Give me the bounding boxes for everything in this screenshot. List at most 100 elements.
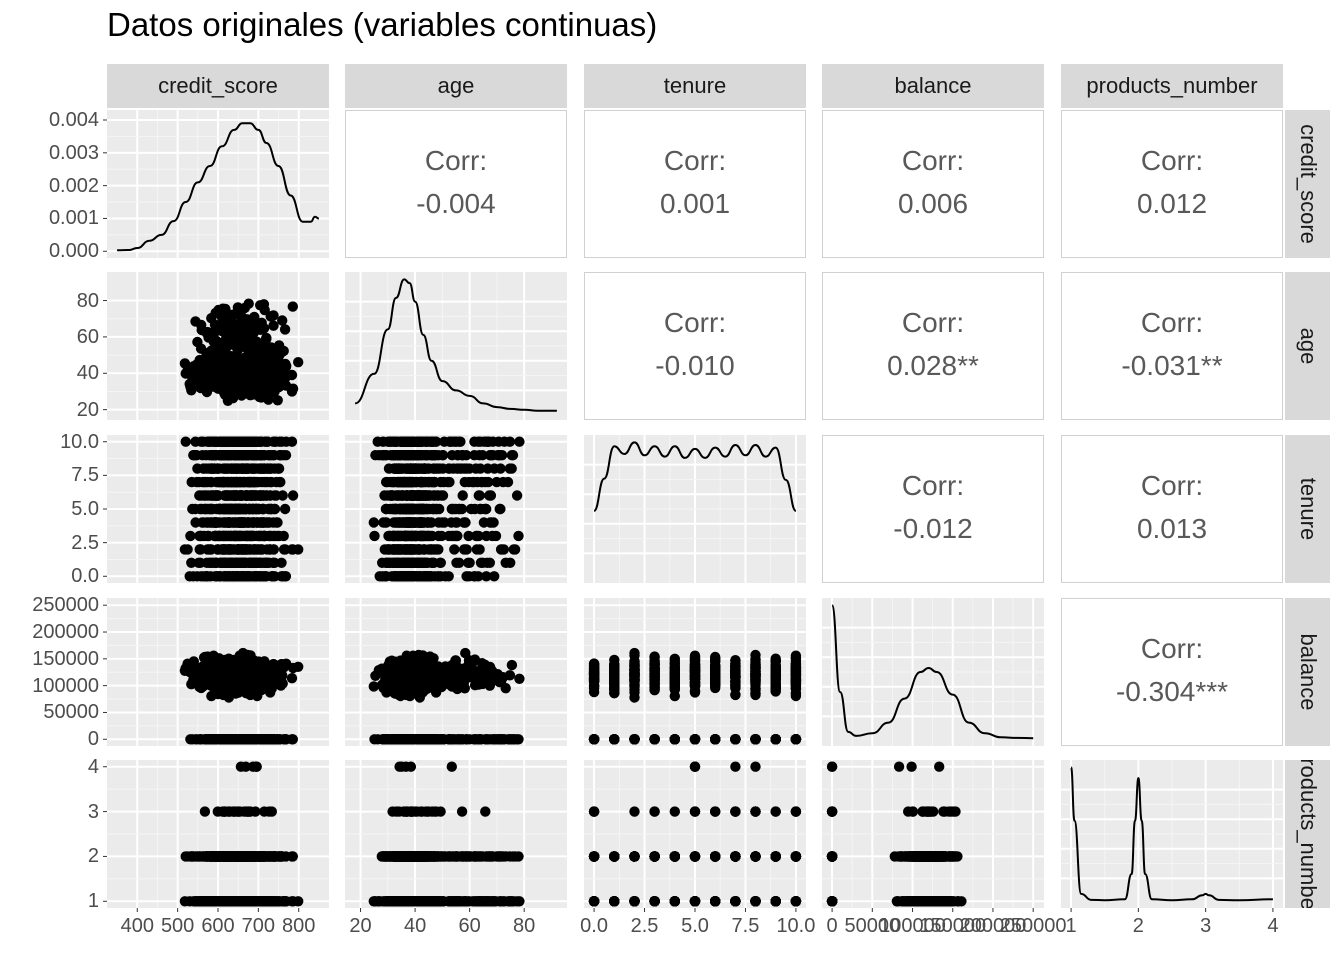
scatter-point <box>205 734 216 745</box>
scatter-point <box>233 503 244 515</box>
row-strip-products_number: roducts_numbe <box>1285 760 1330 908</box>
scatter-point <box>506 659 518 671</box>
scatter-point <box>499 436 510 447</box>
scatter-point <box>198 463 209 474</box>
scatter-point <box>444 476 455 488</box>
scatter-point <box>368 517 379 528</box>
scatter-point <box>496 450 508 461</box>
scatter-point <box>369 530 380 542</box>
corr-panel-credit_score-products_number: Corr: 0.012 <box>1061 110 1283 258</box>
scatter-point <box>477 557 488 568</box>
scatter-point <box>229 463 240 474</box>
scatter-point <box>258 299 270 310</box>
scatter-panel-balance-vs-age <box>345 598 567 746</box>
scatter-points <box>179 298 304 406</box>
scatter-point <box>216 338 228 350</box>
scatter-point <box>233 678 244 690</box>
scatter-point <box>205 544 216 555</box>
scatter-point <box>446 450 458 461</box>
scatter-point <box>381 476 392 488</box>
scatter-point <box>217 557 229 568</box>
scatter-point <box>204 503 215 515</box>
scatter-point <box>456 503 468 515</box>
scatter-point <box>478 436 490 447</box>
scatter-point <box>258 517 269 528</box>
density-panel-products_number <box>1061 760 1283 908</box>
corr-value: 0.028** <box>887 350 979 381</box>
scatter-point <box>277 315 288 326</box>
scatter-point <box>252 436 264 447</box>
column-strip-products_number: products_number <box>1061 64 1283 108</box>
scatter-point <box>227 380 239 391</box>
scatter-point <box>287 490 299 501</box>
scatter-point <box>388 571 400 582</box>
scatter-point <box>247 365 259 376</box>
scatter-point <box>278 366 289 377</box>
scatter-point <box>225 325 236 336</box>
scatter-point <box>252 734 263 745</box>
scatter-point <box>206 476 217 488</box>
scatter-point <box>216 544 227 555</box>
scatter-point <box>235 490 247 501</box>
corr-panel-credit_score-tenure: Corr: 0.001 <box>584 110 806 258</box>
scatter-point <box>429 544 440 555</box>
corr-label: Corr: <box>663 145 727 176</box>
corr-panel-age-balance: Corr: 0.028** <box>822 272 1044 420</box>
scatter-point <box>474 490 485 501</box>
scatter-point <box>239 450 250 461</box>
corr-panel-credit_score-balance: Corr: 0.006 <box>822 110 1044 258</box>
scatter-point <box>205 354 216 365</box>
scatter-point <box>229 659 240 671</box>
scatter-point <box>197 450 208 461</box>
scatter-panel-tenure-vs-age <box>345 435 567 583</box>
scatter-point <box>400 530 411 542</box>
scatter-point <box>247 503 259 515</box>
density-line-tenure <box>593 441 797 512</box>
density-line-credit_score <box>117 122 320 252</box>
scatter-point <box>256 463 268 474</box>
scatter-point <box>262 379 273 390</box>
scatter-point <box>244 530 256 542</box>
scatter-point <box>508 544 519 555</box>
scatter-point <box>201 557 213 568</box>
scatter-point <box>280 380 292 391</box>
scatter-point <box>218 436 230 447</box>
row-strip-tenure: tenure <box>1285 435 1330 583</box>
scatter-point <box>217 450 228 461</box>
scatter-point <box>244 680 256 692</box>
corr-panel-age-products_number: Corr: -0.031** <box>1061 272 1283 420</box>
scatter-point <box>372 436 383 447</box>
scatter-point <box>470 463 482 474</box>
scatter-point <box>457 490 468 501</box>
scatter-point <box>184 571 195 582</box>
corr-label: Corr: <box>901 307 965 338</box>
scatter-point <box>449 544 460 555</box>
scatter-point <box>472 476 483 488</box>
scatter-point <box>279 324 291 335</box>
scatter-point <box>185 530 196 542</box>
scatter-point <box>400 436 411 447</box>
scatter-point <box>277 670 288 681</box>
scatter-point <box>489 571 500 582</box>
scatter-point <box>239 734 250 745</box>
scatter-point <box>229 476 240 488</box>
corr-value: -0.004 <box>416 188 496 219</box>
scatter-point <box>469 503 481 515</box>
scatter-point <box>219 503 230 515</box>
scatter-point <box>186 557 197 568</box>
scatter-point <box>426 450 437 461</box>
scatter-point <box>385 490 396 501</box>
scatter-point <box>202 366 213 378</box>
scatter-panel-tenure-vs-credit_score <box>107 435 329 583</box>
scatter-point <box>231 436 243 447</box>
scatter-point <box>406 476 418 488</box>
corr-panel-credit_score-age: Corr: -0.004 <box>345 110 567 258</box>
corr-label: Corr: <box>901 145 965 176</box>
scatter-point <box>270 436 281 447</box>
scatter-point <box>419 463 430 474</box>
scatter-point <box>471 530 482 542</box>
scatter-point <box>469 571 481 582</box>
scatter-point <box>232 530 243 542</box>
scatter-point <box>454 557 465 568</box>
